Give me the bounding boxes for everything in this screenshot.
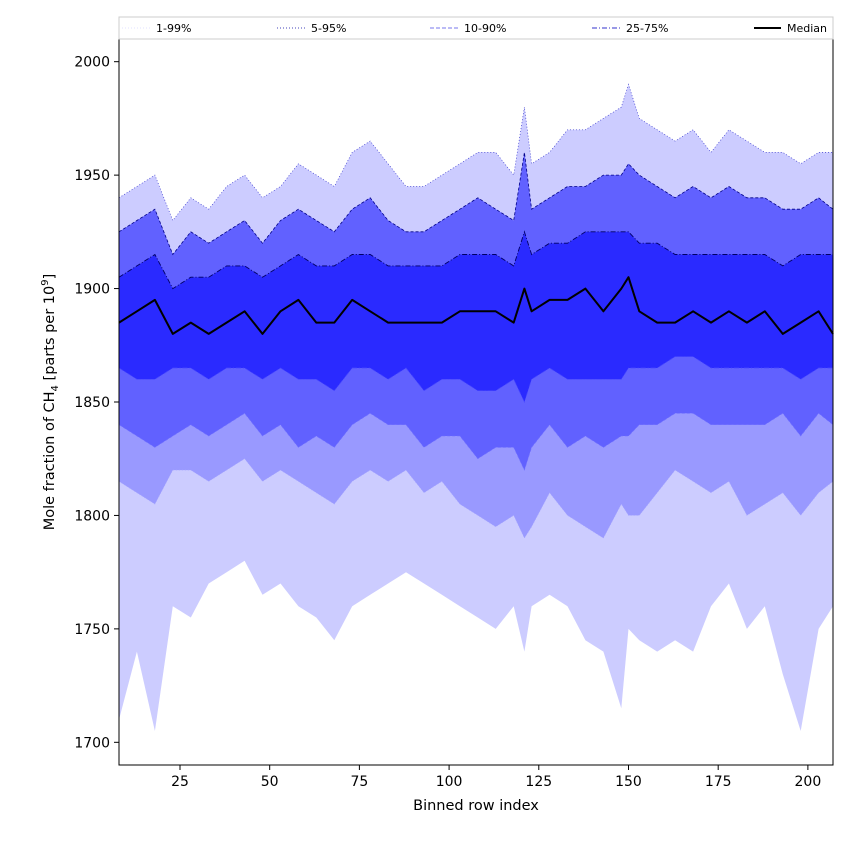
- x-axis: 25 50 75 100 125 150 175 200: [171, 765, 821, 790]
- x-axis-label: Binned row index: [413, 798, 539, 814]
- line-25: [118, 356, 833, 403]
- y-tick-label: 1850: [74, 395, 110, 411]
- x-tick-label: 75: [350, 774, 368, 790]
- legend-label: 1-99%: [156, 22, 191, 35]
- legend-label: Median: [787, 22, 827, 35]
- median-line: [118, 276, 834, 335]
- legend-label: 25-75%: [626, 22, 668, 35]
- y-axis-label-subscript: 4: [50, 385, 61, 391]
- y-tick-label: 1800: [74, 508, 110, 524]
- y-axis-label-main: Mole fraction of CH: [42, 391, 58, 530]
- y-tick-label: 2000: [74, 55, 110, 71]
- legend: 1-99% 5-95% 10-90% 25-75% Median: [118, 16, 834, 40]
- x-tick-label: 150: [615, 774, 642, 790]
- legend-box: [118, 16, 834, 40]
- x-tick-label: 200: [795, 774, 822, 790]
- x-tick-label: 125: [525, 774, 552, 790]
- band-25-75: [119, 231, 833, 402]
- x-tick-label: 100: [436, 774, 463, 790]
- y-tick-label: 1950: [74, 168, 110, 184]
- line-10: [118, 412, 834, 471]
- y-tick-label: 1750: [74, 622, 110, 638]
- legend-label: 10-90%: [464, 22, 506, 35]
- x-tick-label: 50: [261, 774, 279, 790]
- line-5: [118, 458, 834, 539]
- percentile-bands: [118, 83, 834, 731]
- legend-label: 5-95%: [311, 22, 346, 35]
- line-75: [118, 230, 833, 290]
- median-series: [118, 276, 834, 335]
- y-axis-label-exponent: 9: [40, 279, 51, 285]
- y-axis-label: Mole fraction of CH4 [parts per 109]: [40, 274, 61, 531]
- y-axis-label-close: ]: [42, 274, 58, 280]
- y-tick-label: 1900: [74, 282, 110, 298]
- y-axis: 1700 1750 1800 1850 1900 1950 2000: [74, 55, 119, 751]
- y-axis-label-units: [parts per 10: [42, 286, 58, 385]
- y-tick-label: 1700: [74, 735, 110, 751]
- x-tick-label: 25: [171, 774, 189, 790]
- x-tick-label: 175: [705, 774, 732, 790]
